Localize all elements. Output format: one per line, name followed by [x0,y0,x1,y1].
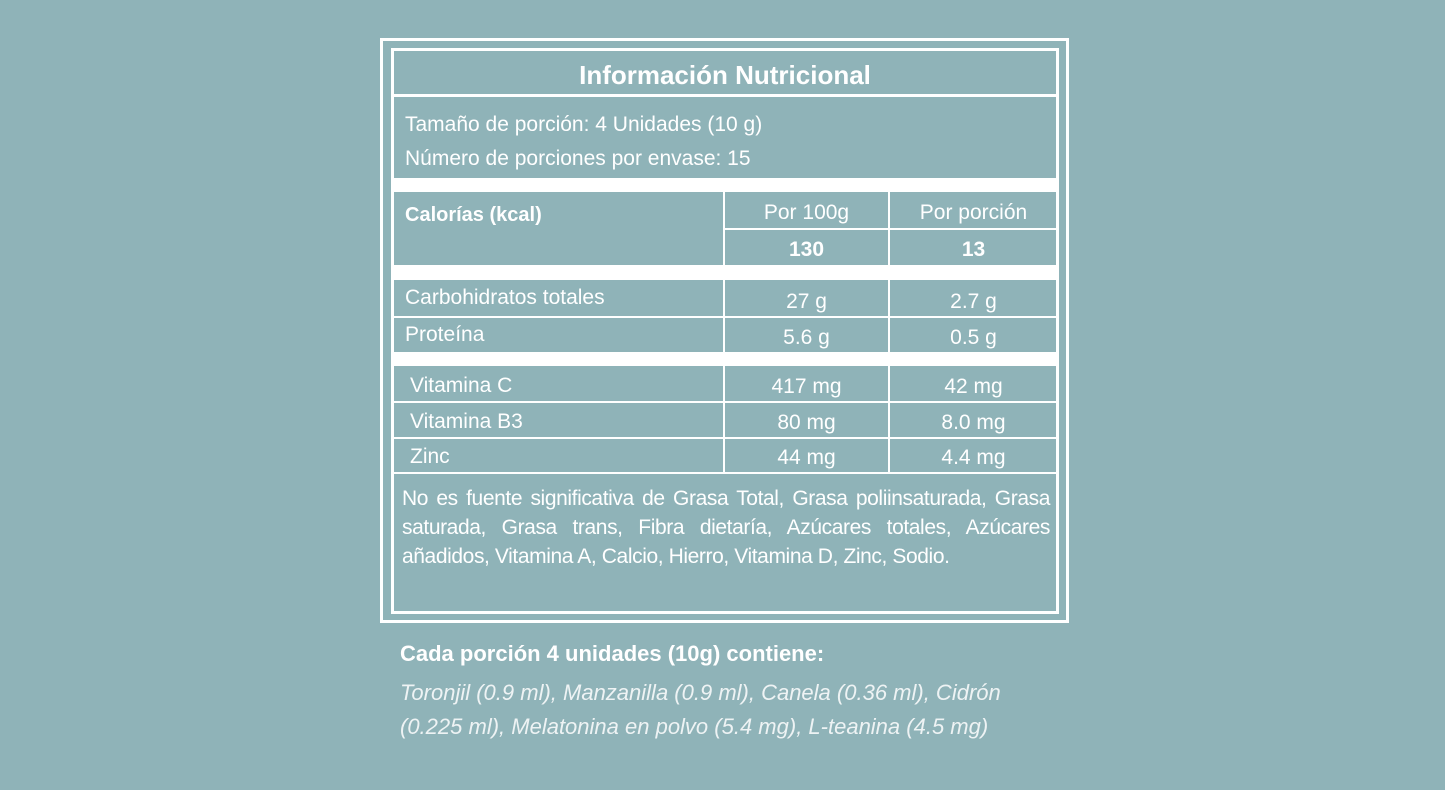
divider-band [391,352,1059,366]
divider-band [391,265,1059,280]
nutrient-note: No es fuente significativa de Grasa Tota… [402,487,1050,568]
nutrient-per100: 44 mg [777,446,836,469]
ingredients-text: Toronjil (0.9 ml), Manzanilla (0.9 ml), … [400,680,1001,739]
servings-per-container: Número de porciones por envase: 15 [405,147,751,170]
calories-per100: 130 [788,238,825,261]
nutrient-per-serving: 42 mg [944,375,1003,398]
calories-per-serving: 13 [961,238,986,261]
nutrient-per100: 27 g [786,290,827,313]
divider [391,437,1059,439]
nutrient-per-serving: 8.0 mg [941,411,1006,434]
ingredients-heading: Cada porción 4 unidades (10g) contiene: [400,641,825,666]
label-outer-frame [380,38,1069,623]
nutrient-name: Proteína [405,323,485,346]
divider [391,401,1059,403]
label-inner-frame [391,48,1059,614]
nutrient-per100: 417 mg [771,375,842,398]
divider [391,472,1059,474]
nutrient-name: Vitamina C [410,374,513,397]
column-line [888,366,890,473]
divider [724,228,1059,230]
nutrient-name: Zinc [410,445,450,468]
divider [391,316,1059,318]
serving-size: Tamaño de porción: 4 Unidades (10 g) [405,113,763,136]
calories-label: Calorías (kcal) [405,204,542,226]
column-header-per100: Por 100g [763,201,850,224]
nutrient-name: Carbohidratos totales [405,286,605,309]
divider-band [391,178,1059,192]
nutrient-per-serving: 2.7 g [950,290,997,313]
nutrient-name: Vitamina B3 [410,410,523,433]
label-title: Información Nutricional [579,60,871,90]
column-header-per-serving: Por porción [919,201,1028,224]
nutrient-per-serving: 4.4 mg [941,446,1006,469]
divider [391,94,1059,97]
column-line [723,366,725,473]
nutrient-per100: 5.6 g [783,326,830,349]
nutrient-per100: 80 mg [777,411,836,434]
nutrient-per-serving: 0.5 g [950,326,997,349]
